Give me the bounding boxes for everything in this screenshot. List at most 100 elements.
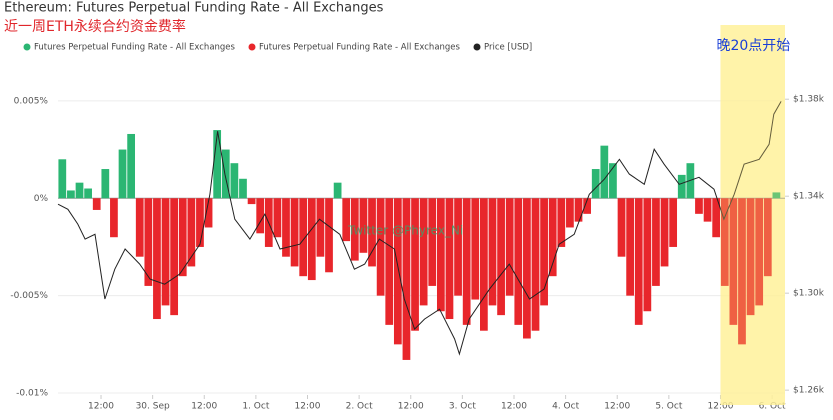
bar [170, 198, 179, 316]
bar [118, 149, 127, 199]
bar [393, 198, 402, 345]
bar [325, 198, 333, 273]
bar [428, 198, 437, 286]
bar [703, 198, 712, 222]
legend-marker [248, 43, 256, 51]
bar [583, 198, 591, 214]
bar [221, 149, 230, 199]
bar [660, 198, 669, 267]
bar [462, 198, 471, 325]
bar [755, 198, 764, 306]
bar [178, 198, 187, 277]
legend-label: Futures Perpetual Funding Rate - All Exc… [34, 43, 236, 53]
bar [720, 198, 729, 286]
bar [634, 198, 643, 325]
x-tick-label: 1. Oct [242, 402, 269, 412]
bar [196, 198, 204, 247]
x-tick-label: 12:00 [398, 402, 424, 412]
bar [609, 163, 617, 199]
x-tick-label: 12:00 [708, 402, 734, 412]
bar [643, 198, 652, 312]
legend-marker [23, 43, 31, 51]
bar [290, 198, 299, 267]
y2-tick-label: $1.34k [793, 192, 825, 202]
x-tick-label: 12:00 [604, 402, 630, 412]
bar [402, 198, 411, 360]
x-tick-label: 30. Sep [136, 402, 170, 412]
bar [385, 198, 394, 325]
bar [591, 169, 600, 199]
bar [144, 198, 153, 286]
bar [505, 198, 514, 296]
bar [411, 198, 419, 331]
price-line [57, 101, 782, 356]
bar [712, 198, 721, 238]
bar [75, 182, 84, 199]
bar [376, 198, 385, 296]
bar [239, 178, 247, 199]
y2-tick-label: $1.38k [793, 95, 825, 105]
bar [92, 198, 101, 210]
bar [746, 198, 755, 316]
legend-marker [473, 43, 481, 51]
bar [677, 174, 686, 199]
bar [480, 198, 488, 331]
bar [333, 182, 342, 199]
bar [161, 198, 170, 306]
bar [497, 198, 505, 316]
bar [566, 198, 574, 228]
bar [445, 198, 454, 320]
highlight-overlay [720, 25, 785, 405]
bar [350, 198, 359, 261]
bar [514, 198, 523, 325]
y-tick-label: -0.005% [10, 291, 48, 301]
bar [600, 145, 609, 199]
y2-tick-label: $1.26k [793, 386, 825, 396]
bar [67, 190, 75, 199]
bar [523, 198, 531, 339]
bar [531, 198, 540, 331]
bar [454, 198, 462, 296]
bar [153, 198, 161, 320]
watermark: Twitter @Phyrex_Ni [347, 224, 463, 238]
x-tick-label: 2. Oct [346, 402, 373, 412]
bar [84, 188, 92, 199]
bar [307, 198, 316, 281]
bar [729, 198, 738, 325]
bar [738, 198, 746, 345]
x-tick-label: 12:00 [88, 402, 114, 412]
x-tick-label: 5. Oct [655, 402, 682, 412]
bar [669, 198, 678, 247]
bar [187, 198, 196, 267]
bar [772, 192, 781, 199]
bar [695, 198, 703, 214]
y-tick-label: 0.005% [14, 96, 49, 106]
bar [273, 198, 282, 238]
chart-title: Ethereum: Futures Perpetual Funding Rate… [4, 1, 384, 16]
bar [617, 198, 626, 257]
bar [256, 198, 265, 234]
bar [626, 198, 635, 296]
bar [574, 198, 583, 222]
bar [230, 163, 239, 199]
bar [213, 130, 222, 199]
bar [282, 198, 290, 257]
bar [557, 198, 566, 247]
x-tick-label: 12:00 [295, 402, 321, 412]
bar [763, 198, 772, 277]
bar [135, 198, 144, 257]
x-tick-label: 4. Oct [552, 402, 579, 412]
legend-label: Price [USD] [484, 43, 532, 53]
y2-tick-label: $1.30k [793, 289, 825, 299]
bar [540, 198, 548, 306]
x-tick-label: 12:00 [191, 402, 217, 412]
x-tick-label: 6. Oct [759, 402, 786, 412]
bar [471, 198, 480, 300]
bar [419, 198, 428, 306]
chart-subtitle: 近一周ETH永续合约资金费率 [4, 18, 186, 35]
bar [316, 198, 325, 257]
bar [436, 198, 445, 312]
bar [368, 198, 376, 267]
y-tick-label: -0.01% [16, 389, 48, 399]
